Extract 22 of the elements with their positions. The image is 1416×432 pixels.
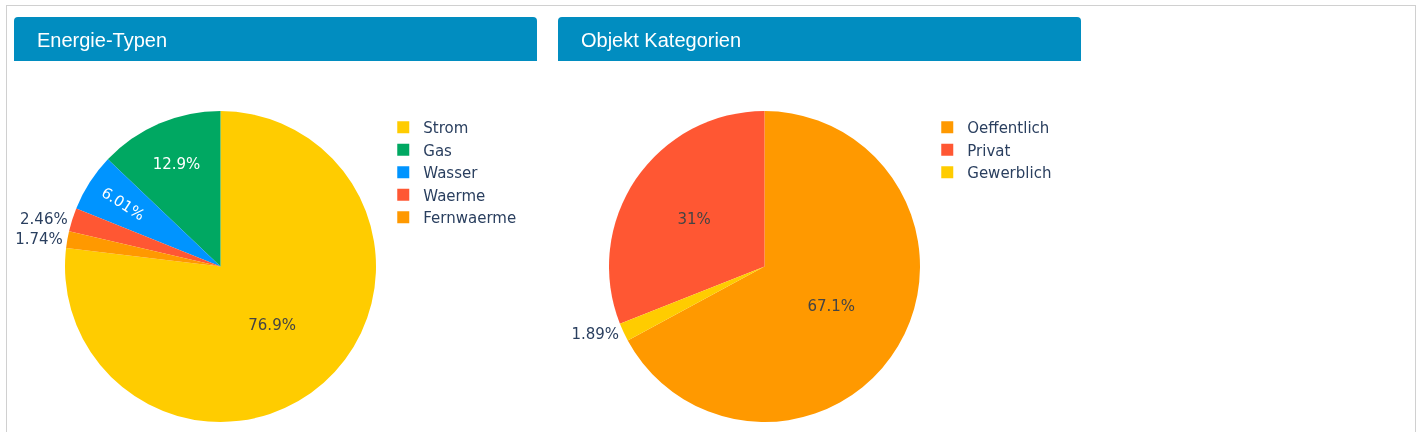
legend-label: Wasser — [423, 164, 479, 183]
data-label: 67.1% — [807, 297, 856, 316]
legend-label: Fernwaerme — [423, 209, 517, 228]
data-label: 12.9% — [152, 155, 201, 173]
pie-slice — [627, 111, 920, 422]
pie-slice — [65, 111, 376, 422]
pie-slice — [619, 266, 765, 341]
legend-label: Waerme — [423, 186, 486, 205]
legend-label: Privat — [967, 141, 1011, 160]
legend-label: Strom — [423, 119, 469, 138]
chart-title: Objekt Kategorien — [558, 17, 1081, 61]
data-label: 1.74% — [15, 230, 63, 249]
data-label: 76.9% — [248, 315, 296, 334]
data-label: 1.89% — [571, 324, 620, 343]
data-label: 2.46% — [20, 209, 68, 228]
data-label: 31% — [677, 209, 711, 228]
legend-label: Gas — [423, 141, 453, 160]
pie-slice — [609, 111, 765, 324]
pie-slice — [76, 159, 221, 267]
legend-label: Gewerblich — [967, 164, 1052, 183]
chart-title: Energie-Typen — [14, 17, 537, 61]
legend-label: Oeffentlich — [967, 119, 1050, 138]
